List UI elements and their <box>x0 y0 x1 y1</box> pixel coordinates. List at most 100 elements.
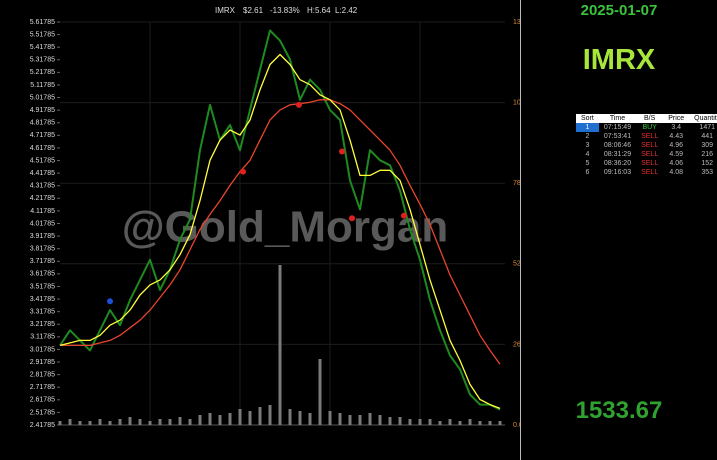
table-cell: SELL <box>641 160 659 167</box>
y-tick-label: 4.81785 <box>30 120 55 127</box>
trade-marker <box>296 101 302 108</box>
volume-bar <box>238 409 242 425</box>
low: L:2.42 <box>335 6 358 15</box>
volume-bar <box>108 421 112 425</box>
y-tick-label: 3.61785 <box>30 271 55 278</box>
ma_slow-line <box>60 99 501 365</box>
y-tick-label: 3.41785 <box>30 296 55 303</box>
header-cell: Price <box>663 114 690 123</box>
volume-bar <box>128 417 132 425</box>
y-tick-label: 4.61785 <box>30 145 55 152</box>
table-row: 6 09:16:03 SELL 4.08 353 <box>576 168 717 177</box>
trade-marker <box>240 168 246 175</box>
table-cell: SELL <box>641 133 659 140</box>
chart: IMRX $2.61 -13.83% H:5.64 L:2.42 @Gold_M… <box>30 6 520 429</box>
volume-bar <box>158 419 162 425</box>
table-cell: 08:06:46 <box>603 142 632 149</box>
volume-bar <box>138 419 142 425</box>
date: 2025-01-07 <box>580 2 658 19</box>
table-cell: 6 <box>585 169 590 176</box>
volume-bar <box>68 419 72 425</box>
volume-bar <box>398 417 402 425</box>
y-tick-label: 2.81785 <box>30 371 55 378</box>
table-cell: 3.4 <box>671 124 682 131</box>
trade-marker <box>107 298 113 305</box>
table-cell: 4.06 <box>669 160 683 167</box>
table-row: 5 08:36:20 SELL 4.06 152 <box>576 159 717 168</box>
table-cell: 4.96 <box>669 142 683 149</box>
table-cell: 08:36:20 <box>603 160 632 167</box>
y2-tick-label: 78.76% <box>513 180 520 187</box>
table-cell: 09:16:03 <box>603 169 632 176</box>
table-cell: 3 <box>585 142 590 149</box>
table-row: 1 07:15:49 BUY 3.4 1471 <box>576 123 717 132</box>
volume-bar <box>488 421 492 425</box>
y-tick-label: 3.11785 <box>30 334 55 341</box>
y-tick-label: 3.31785 <box>30 309 55 316</box>
volume-bar <box>88 421 92 425</box>
volume-bar <box>438 421 442 425</box>
table-cell: 1471 <box>699 124 715 131</box>
volume-bar <box>198 415 202 425</box>
y-tick-label: 5.01785 <box>30 94 55 101</box>
table-cell: 152 <box>701 160 714 167</box>
volume-bar <box>218 415 222 425</box>
volume-bar <box>498 421 502 425</box>
y-tick-label: 4.41785 <box>30 170 55 177</box>
table-cell: 1 <box>576 123 599 132</box>
y-tick-label: 2.41785 <box>30 422 55 429</box>
header-cell: Time <box>598 114 637 123</box>
y-tick-label: 5.31785 <box>30 57 55 64</box>
volume-bar <box>148 421 152 425</box>
trade-marker <box>339 148 345 155</box>
y-tick-label: 4.21785 <box>30 195 55 202</box>
high: H:5.64 <box>307 6 331 15</box>
volume-bar <box>328 411 332 425</box>
volume-bar <box>468 419 472 425</box>
y-tick-label: 3.51785 <box>30 283 55 290</box>
trade-marker <box>349 215 355 222</box>
change: -13.83% <box>270 6 300 15</box>
volume-bar <box>418 419 422 425</box>
y-tick-label: 4.71785 <box>30 132 55 139</box>
total: 1533.67 <box>575 397 663 424</box>
volume-bar <box>58 421 62 425</box>
table-cell: 07:53:41 <box>603 133 632 140</box>
volume-bar <box>428 419 432 425</box>
volume-bar <box>478 421 482 425</box>
y-tick-label: 5.11785 <box>30 82 55 89</box>
volume-bar <box>98 419 102 425</box>
y2-tick-label: 52.51% <box>513 261 520 268</box>
y-tick-label: 5.51785 <box>30 31 55 38</box>
trade-marker <box>401 212 407 219</box>
volume-bar <box>118 419 122 425</box>
y-tick-label: 5.21785 <box>30 69 55 76</box>
volume-bar <box>448 419 452 425</box>
y-tick-label: 2.61785 <box>30 397 55 404</box>
volume-bar <box>228 413 232 425</box>
y-tick-label: 2.71785 <box>30 384 55 391</box>
volume-bar <box>308 413 312 425</box>
table-cell: SELL <box>641 142 659 149</box>
table-cell: 4.43 <box>669 133 683 140</box>
watermark: @Gold_Morgan <box>122 203 448 252</box>
y-tick-label: 2.91785 <box>30 359 55 366</box>
symbol: IMRX <box>215 6 236 15</box>
y-tick-label: 3.91785 <box>30 233 55 240</box>
ma_fast-line <box>59 53 501 410</box>
volume-bar <box>168 419 172 425</box>
volume-bar <box>278 265 282 425</box>
y2-tick-label: 105.02% <box>513 99 520 106</box>
y-tick-label: 3.21785 <box>30 321 55 328</box>
table-cell: 07:15:49 <box>603 124 632 131</box>
y-tick-label: 3.71785 <box>30 258 55 265</box>
volume-bar <box>258 407 262 425</box>
volume-bar <box>78 421 82 425</box>
volume-bar <box>178 417 182 425</box>
volume-bar <box>188 419 192 425</box>
volume-bar <box>368 413 372 425</box>
table-cell: 4.08 <box>669 169 683 176</box>
